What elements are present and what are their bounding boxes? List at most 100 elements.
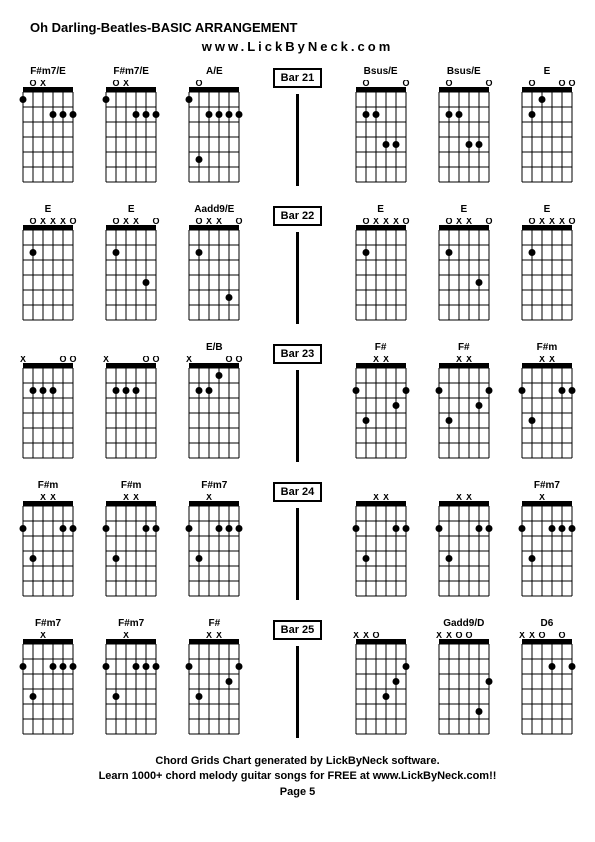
bar-separator: Bar 23: [264, 342, 330, 462]
svg-text:X: X: [446, 632, 452, 640]
chord-diagram: F#XX: [348, 342, 414, 462]
chord-diagram: EOXXO: [431, 204, 497, 324]
chord-grid: XOO: [15, 356, 81, 462]
chord-diagram: F#m7X: [181, 480, 247, 600]
svg-text:X: X: [50, 494, 56, 502]
svg-text:X: X: [353, 632, 359, 640]
chord-name-label: E: [45, 204, 52, 216]
chord-diagram: D6XXOO: [514, 618, 580, 738]
svg-text:O: O: [372, 632, 379, 640]
chord-diagram: EOXXXO: [348, 204, 414, 324]
svg-text:X: X: [50, 218, 56, 226]
chord-diagram: EOXXXO: [514, 204, 580, 324]
chord-grid: XXOO: [514, 632, 580, 738]
chord-grid: OXXO: [431, 218, 497, 324]
chord-name-label: E: [544, 66, 551, 78]
svg-text:X: X: [549, 356, 555, 364]
chord-diagram: EOXXO: [98, 204, 164, 324]
svg-text:O: O: [568, 80, 575, 88]
svg-text:O: O: [113, 80, 120, 88]
bar-divider-line: [296, 646, 299, 738]
svg-text:O: O: [29, 218, 36, 226]
svg-text:X: X: [20, 356, 26, 364]
svg-text:O: O: [362, 80, 369, 88]
chord-grid: OOO: [514, 80, 580, 186]
svg-text:O: O: [485, 80, 492, 88]
svg-text:O: O: [226, 356, 233, 364]
chord-diagram: XOO: [15, 342, 81, 462]
chord-grid: X: [181, 494, 247, 600]
chord-diagram: E/BXOO: [181, 342, 247, 462]
chord-grid: XOO: [181, 356, 247, 462]
bar-number-box: Bar 25: [273, 620, 323, 640]
chord-diagram: F#XX: [431, 342, 497, 462]
bar-separator: Bar 22: [264, 204, 330, 324]
chord-grid: OX: [98, 80, 164, 186]
svg-text:X: X: [186, 356, 192, 364]
chord-row: XOOXOOE/BXOOBar 23F#XXF#XXF#mXX: [15, 342, 580, 462]
chord-diagram: Gadd9/DXXOO: [431, 618, 497, 738]
svg-text:O: O: [29, 80, 36, 88]
chord-name-label: F#m7: [534, 480, 560, 492]
chord-name-label: D6: [541, 618, 554, 630]
svg-text:X: X: [456, 494, 462, 502]
chord-diagram: EOXXXO: [15, 204, 81, 324]
svg-text:X: X: [539, 356, 545, 364]
chord-row: F#m7/EOXF#m7/EOXA/EOBar 21Bsus/EOOBsus/E…: [15, 66, 580, 186]
chord-diagram: F#mXX: [98, 480, 164, 600]
chord-grid: X: [15, 632, 81, 738]
chord-diagram: XXO: [348, 618, 414, 738]
svg-text:O: O: [402, 218, 409, 226]
chord-name-label: Gadd9/D: [443, 618, 484, 630]
chord-grid: OX: [15, 80, 81, 186]
chord-diagram: F#m XX: [514, 342, 580, 462]
bar-separator: Bar 24: [264, 480, 330, 600]
svg-text:X: X: [40, 80, 46, 88]
chord-name-label: F#m: [537, 342, 558, 354]
svg-text:O: O: [485, 218, 492, 226]
svg-text:X: X: [383, 494, 389, 502]
chord-grid: XX: [181, 632, 247, 738]
chord-diagram: XX: [348, 480, 414, 600]
svg-text:O: O: [445, 80, 452, 88]
svg-text:X: X: [123, 218, 129, 226]
svg-text:X: X: [373, 494, 379, 502]
svg-text:O: O: [445, 218, 452, 226]
chord-grid: XX: [15, 494, 81, 600]
svg-text:X: X: [456, 218, 462, 226]
svg-text:X: X: [519, 632, 525, 640]
chord-name-label: E: [460, 204, 467, 216]
svg-text:X: X: [466, 218, 472, 226]
chord-grid: OXXO: [181, 218, 247, 324]
chord-name-label: Bsus/E: [364, 66, 398, 78]
svg-text:O: O: [558, 632, 565, 640]
chord-grid: O: [181, 80, 247, 186]
chord-name-label: F#m7: [118, 618, 144, 630]
svg-text:X: X: [373, 356, 379, 364]
bar-number-box: Bar 24: [273, 482, 323, 502]
svg-text:O: O: [153, 218, 160, 226]
chord-diagram: Aadd9/EOXXO: [181, 204, 247, 324]
chord-row: EOXXXOEOXXOAadd9/EOXXOBar 22EOXXXOEOXXOE…: [15, 204, 580, 324]
svg-text:O: O: [143, 356, 150, 364]
chord-name-label: F#m7: [35, 618, 61, 630]
svg-text:X: X: [539, 218, 545, 226]
chord-diagram: F#m7 X: [15, 618, 81, 738]
chord-diagram: F#m7X: [514, 480, 580, 600]
svg-text:O: O: [113, 218, 120, 226]
bar-separator: Bar 21: [264, 66, 330, 186]
chord-grid: XX: [431, 356, 497, 462]
svg-text:O: O: [196, 80, 203, 88]
chord-grid: XX: [431, 494, 497, 600]
svg-text:X: X: [383, 218, 389, 226]
svg-text:O: O: [69, 218, 76, 226]
chord-grid: XX: [348, 356, 414, 462]
bar-number-box: Bar 22: [273, 206, 323, 226]
chord-diagram: F#XX: [181, 618, 247, 738]
bar-number-box: Bar 21: [273, 68, 323, 88]
song-title: Oh Darling-Beatles-BASIC ARRANGEMENT: [30, 20, 580, 35]
svg-text:O: O: [153, 356, 160, 364]
chord-diagram: F#mXX: [15, 480, 81, 600]
bar-separator: Bar 25: [264, 618, 330, 738]
svg-text:O: O: [455, 632, 462, 640]
